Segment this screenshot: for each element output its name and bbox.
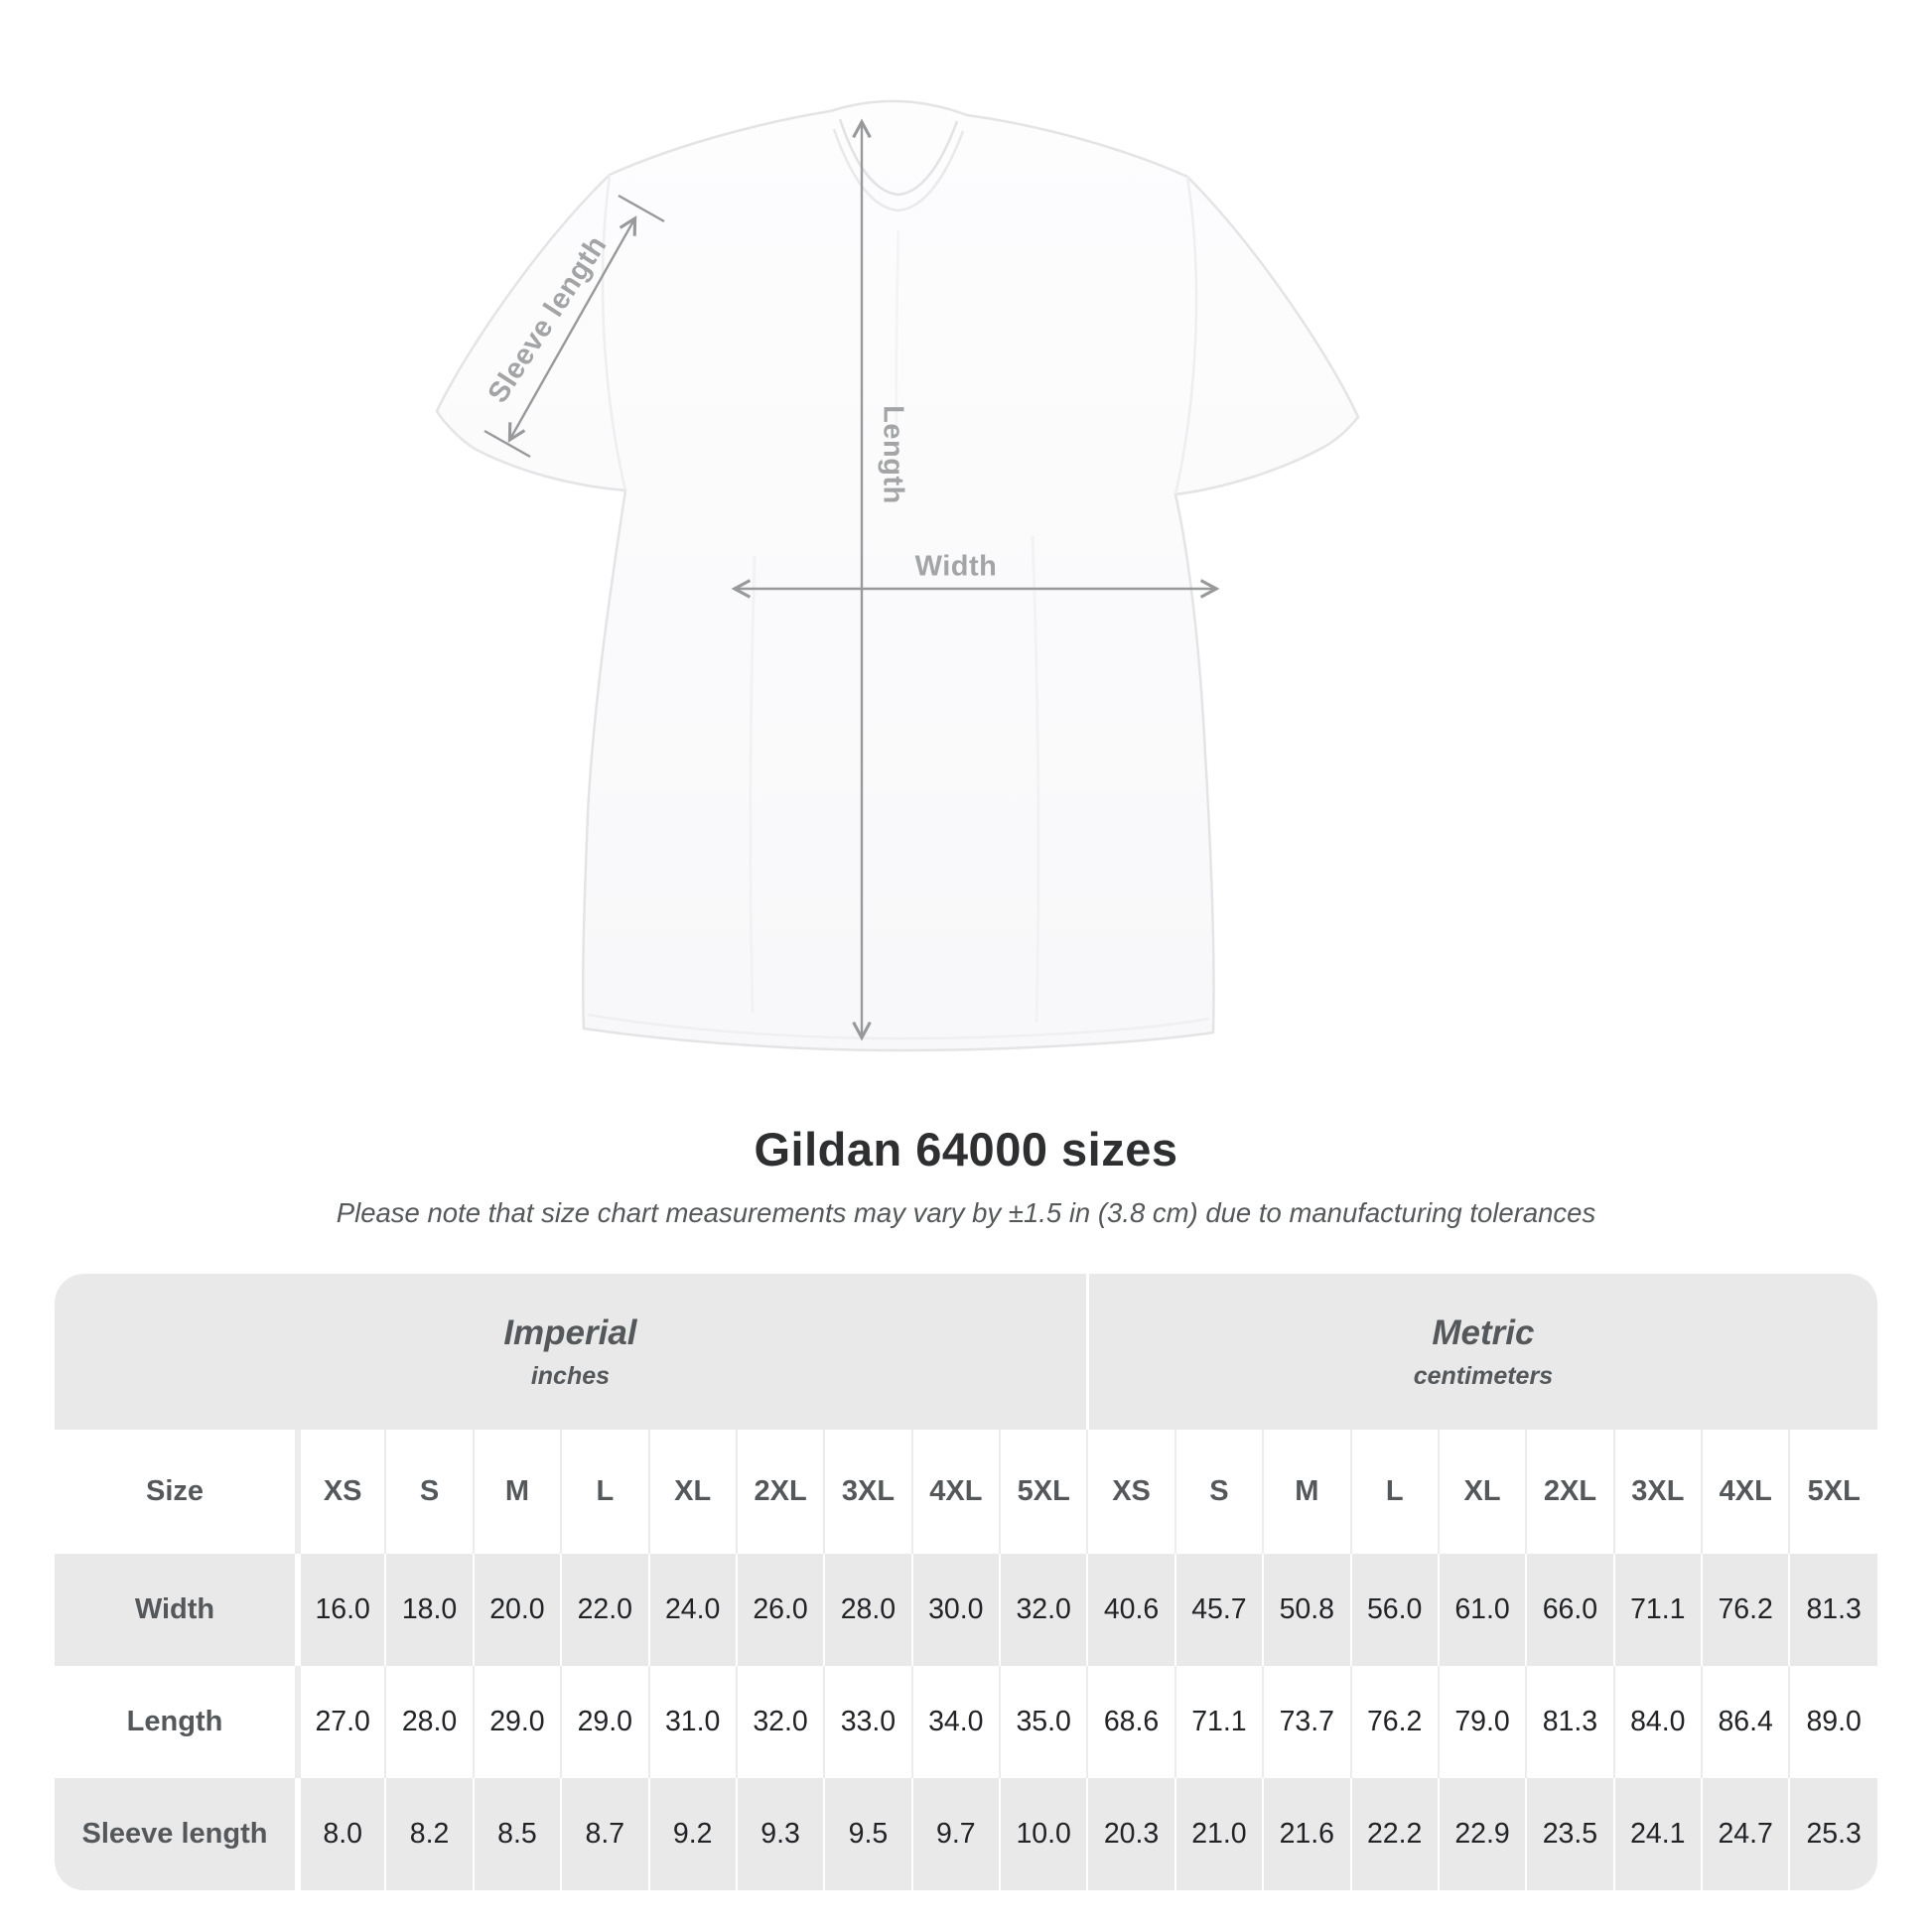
table-row-width: Width 16.0 18.0 20.0 22.0 24.0 26.0 28.0…: [55, 1554, 1877, 1666]
value-cell: 40.6: [1086, 1554, 1175, 1666]
value-cell: 81.3: [1788, 1554, 1877, 1666]
value-cell: 24.0: [647, 1554, 737, 1666]
value-cell: 30.0: [910, 1554, 1000, 1666]
sleeve-length-arrow: [507, 215, 637, 443]
imperial-group-header: Imperial inches: [55, 1274, 1088, 1430]
metric-label: Metric: [1432, 1312, 1535, 1352]
table-row-length: Length 27.0 28.0 29.0 29.0 31.0 32.0 33.…: [55, 1666, 1877, 1778]
sleeve-arrow-start-tick: [483, 429, 531, 459]
value-cell: 21.6: [1262, 1778, 1351, 1890]
size-col-header: 5XL: [1788, 1430, 1877, 1554]
table-row-sleeve-length: Sleeve length 8.0 8.2 8.5 8.7 9.2 9.3 9.…: [55, 1778, 1877, 1890]
value-cell: 71.1: [1173, 1666, 1264, 1778]
row-label: Width: [134, 1593, 215, 1625]
size-col-header: 3XL: [823, 1430, 912, 1554]
metric-unit: centimeters: [1413, 1361, 1554, 1390]
value-cell: 61.0: [1437, 1554, 1527, 1666]
value-cell: 56.0: [1349, 1554, 1439, 1666]
value-cell: 73.7: [1262, 1666, 1351, 1778]
imperial-label: Imperial: [503, 1312, 637, 1352]
size-col-header: XL: [647, 1430, 737, 1554]
size-col-header: 3XL: [1612, 1430, 1702, 1554]
imperial-unit: inches: [530, 1361, 611, 1390]
length-label: Length: [877, 405, 909, 504]
value-cell: 8.5: [472, 1778, 562, 1890]
value-cell: 9.5: [823, 1778, 912, 1890]
value-cell: 35.0: [998, 1666, 1088, 1778]
value-cell: 20.0: [472, 1554, 562, 1666]
value-cell: 24.7: [1700, 1778, 1790, 1890]
size-col-header: L: [1349, 1430, 1439, 1554]
value-cell: 28.0: [823, 1554, 912, 1666]
value-cell: 24.1: [1612, 1778, 1702, 1890]
width-label: Width: [914, 550, 998, 583]
value-cell: 22.2: [1349, 1778, 1439, 1890]
size-col-header: S: [384, 1430, 474, 1554]
value-cell: 68.6: [1086, 1666, 1175, 1778]
value-cell: 32.0: [735, 1666, 825, 1778]
value-cell: 79.0: [1437, 1666, 1527, 1778]
size-col-header: 2XL: [1525, 1430, 1614, 1554]
value-cell: 32.0: [998, 1554, 1088, 1666]
value-cell: 22.9: [1437, 1778, 1527, 1890]
tshirt-illustration: [435, 99, 1360, 1052]
value-cell: 86.4: [1700, 1666, 1790, 1778]
value-cell: 33.0: [823, 1666, 912, 1778]
size-table: Imperial inches Metric centimeters Size …: [55, 1274, 1877, 1890]
value-cell: 8.2: [384, 1778, 474, 1890]
value-cell: 66.0: [1525, 1554, 1614, 1666]
value-cell: 18.0: [384, 1554, 474, 1666]
size-col-header: 4XL: [1700, 1430, 1790, 1554]
value-cell: 76.2: [1349, 1666, 1439, 1778]
sleeve-arrow-end-tick: [618, 194, 665, 223]
value-cell: 29.0: [560, 1666, 649, 1778]
size-col-header: L: [560, 1430, 649, 1554]
value-cell: 23.5: [1525, 1778, 1614, 1890]
size-column-title: Size: [145, 1475, 205, 1507]
size-header-row: Size XS S M L XL 2XL 3XL 4XL 5XL XS S M …: [55, 1430, 1877, 1554]
value-cell: 45.7: [1173, 1554, 1264, 1666]
value-cell: 22.0: [560, 1554, 649, 1666]
size-col-header: 5XL: [998, 1430, 1088, 1554]
value-cell: 84.0: [1612, 1666, 1702, 1778]
size-col-header: 2XL: [735, 1430, 825, 1554]
value-cell: 50.8: [1262, 1554, 1351, 1666]
value-cell: 34.0: [910, 1666, 1000, 1778]
value-cell: 16.0: [294, 1554, 386, 1666]
value-cell: 21.0: [1173, 1778, 1264, 1890]
value-cell: 28.0: [384, 1666, 474, 1778]
value-cell: 27.0: [294, 1666, 386, 1778]
tolerance-note: Please note that size chart measurements…: [336, 1197, 1596, 1228]
tshirt-shape: [435, 99, 1360, 1052]
value-cell: 26.0: [735, 1554, 825, 1666]
metric-group-header: Metric centimeters: [1085, 1274, 1877, 1430]
value-cell: 81.3: [1525, 1666, 1614, 1778]
size-col-header: M: [1262, 1430, 1351, 1554]
row-label: Length: [126, 1706, 223, 1737]
value-cell: 20.3: [1086, 1778, 1175, 1890]
size-col-header: XS: [1086, 1430, 1175, 1554]
size-col-header: S: [1173, 1430, 1264, 1554]
value-cell: 10.0: [998, 1778, 1088, 1890]
value-cell: 76.2: [1700, 1554, 1790, 1666]
size-table-grid: Imperial inches Metric centimeters Size …: [55, 1274, 1877, 1890]
size-col-header: XL: [1437, 1430, 1527, 1554]
value-cell: 8.7: [560, 1778, 649, 1890]
value-cell: 9.3: [735, 1778, 825, 1890]
value-cell: 31.0: [647, 1666, 737, 1778]
value-cell: 9.7: [910, 1778, 1000, 1890]
size-col-header: 4XL: [910, 1430, 1000, 1554]
value-cell: 25.3: [1788, 1778, 1877, 1890]
size-col-header: XS: [294, 1430, 386, 1554]
value-cell: 71.1: [1612, 1554, 1702, 1666]
size-col-header: M: [472, 1430, 562, 1554]
value-cell: 89.0: [1788, 1666, 1877, 1778]
value-cell: 8.0: [294, 1778, 386, 1890]
page-title: Gildan 64000 sizes: [754, 1123, 1178, 1175]
value-cell: 29.0: [472, 1666, 562, 1778]
row-label: Sleeve length: [81, 1818, 268, 1850]
unit-group-row: Imperial inches Metric centimeters: [55, 1274, 1877, 1430]
value-cell: 9.2: [647, 1778, 737, 1890]
